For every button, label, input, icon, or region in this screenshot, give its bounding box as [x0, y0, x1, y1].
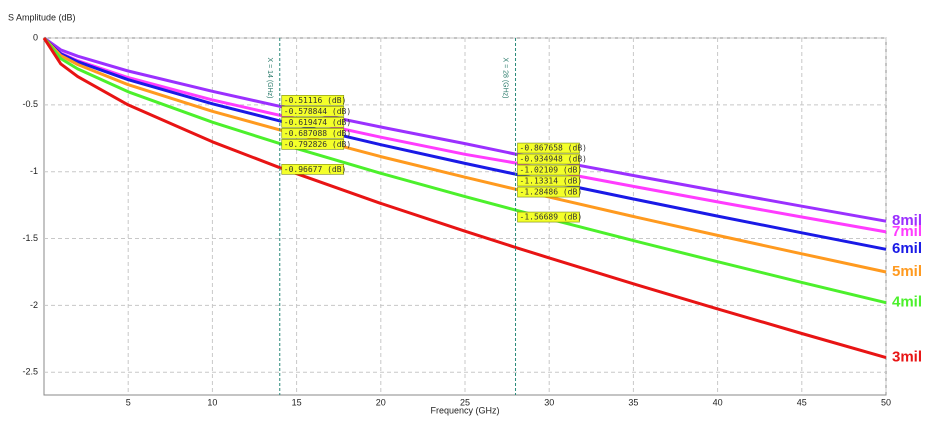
marker-box [281, 128, 345, 139]
series-line [42, 37, 887, 360]
legend-label: 3mil [892, 349, 922, 366]
marker-box [517, 186, 580, 198]
marker-title: X = 28 (GHz) [502, 57, 509, 98]
y-tick-label: -1.5 [22, 233, 38, 243]
marker-label: -0.96677 (dB) [284, 165, 347, 174]
legend-label: 4mil [892, 294, 922, 311]
y-tick-label: -0.5 [22, 99, 38, 109]
x-tick-label: 50 [881, 397, 891, 407]
x-tick-label: 45 [797, 397, 807, 407]
marker-box [517, 142, 580, 154]
series-line [42, 36, 887, 274]
y-tick-label: 0 [33, 32, 38, 42]
y-axis-title: S Amplitude (dB) [8, 12, 76, 22]
x-tick-label: 25 [460, 397, 470, 407]
x-tick-label: 5 [126, 397, 131, 407]
marker-label: -0.578844 (dB) [284, 107, 351, 116]
y-tick-label: -2 [30, 300, 38, 310]
marker-box [281, 106, 345, 117]
marker-label: -0.619474 (dB) [284, 118, 351, 127]
legend-label: 7mil [892, 223, 922, 240]
marker-box [281, 95, 345, 106]
legend-label: 5mil [892, 263, 922, 280]
marker-label: -0.792826 (dB) [284, 140, 351, 149]
x-tick-label: 30 [544, 397, 554, 407]
marker-label: -0.934948 (dB) [520, 155, 587, 164]
marker-title: X = 14 (GHz) [266, 57, 273, 98]
marker-label: -1.28486 (dB) [520, 188, 583, 197]
x-tick-label: 35 [628, 397, 638, 407]
series-line [43, 36, 887, 223]
x-tick-label: 20 [376, 397, 386, 407]
x-axis-title: Frequency (GHz) [430, 405, 499, 415]
marker-label: -1.56689 (dB) [520, 213, 583, 222]
x-tick-label: 40 [713, 397, 723, 407]
marker-box [517, 211, 580, 223]
marker-box [517, 153, 580, 165]
marker-box [517, 164, 580, 176]
series-line [42, 36, 887, 251]
marker-box [281, 139, 345, 150]
legend-label: 8mil [892, 212, 922, 229]
x-tick-label: 10 [207, 397, 217, 407]
y-tick-label: -1 [30, 166, 38, 176]
series-line [42, 37, 887, 305]
marker-label: -0.867658 (dB) [520, 144, 587, 153]
x-tick-label: 15 [292, 397, 302, 407]
legend-label: 6mil [892, 240, 922, 257]
marker-label: -0.51116 (dB) [284, 96, 347, 105]
marker-label: -0.687088 (dB) [284, 129, 351, 138]
marker-box [517, 175, 580, 187]
marker-box [281, 117, 345, 128]
y-tick-label: -2.5 [22, 367, 38, 377]
marker-label: -1.13314 (dB) [520, 177, 583, 186]
marker-label: -1.02109 (dB) [520, 166, 583, 175]
marker-box [281, 164, 345, 175]
